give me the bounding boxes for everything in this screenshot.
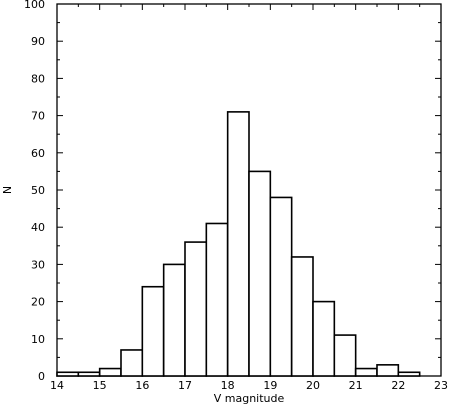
y-tick-label: 30 xyxy=(31,258,45,271)
y-tick-label: 90 xyxy=(31,35,45,48)
histogram-bar xyxy=(120,349,144,377)
x-tick-label: 16 xyxy=(135,379,149,392)
x-tick-label: 17 xyxy=(178,379,192,392)
histogram-bar xyxy=(162,263,186,377)
histogram-bar xyxy=(248,170,272,377)
y-tick-label: 80 xyxy=(31,72,45,85)
histogram-bar xyxy=(312,300,336,377)
histogram-bar xyxy=(77,371,101,377)
y-ticks-group: 0 10 20 30 40 50 60 70 80 90 100 xyxy=(24,0,441,383)
histogram-bar xyxy=(269,196,293,377)
x-tick-label: 23 xyxy=(434,379,448,392)
y-tick-label: 20 xyxy=(31,296,45,309)
y-tick-label: 100 xyxy=(24,0,45,11)
x-ticks-group: 14 15 16 17 18 19 20 21 22 23 xyxy=(50,4,448,392)
histogram-bar xyxy=(290,256,314,377)
x-tick-label: 19 xyxy=(263,379,277,392)
x-tick-label: 14 xyxy=(50,379,64,392)
x-axis-label: V magnitude xyxy=(214,392,285,404)
histogram-bar xyxy=(354,367,378,377)
histogram-bar xyxy=(376,364,400,377)
x-tick-label: 18 xyxy=(221,379,235,392)
histogram-bar xyxy=(184,241,208,377)
y-tick-label: 0 xyxy=(38,370,45,383)
bars-group xyxy=(56,111,421,377)
y-tick-label: 40 xyxy=(31,221,45,234)
y-axis-label: N xyxy=(1,186,14,194)
y-tick-label: 70 xyxy=(31,110,45,123)
x-tick-label: 15 xyxy=(93,379,107,392)
histogram-bar xyxy=(98,367,122,377)
x-tick-label: 21 xyxy=(349,379,363,392)
y-tick-label: 10 xyxy=(31,333,45,346)
y-tick-label: 60 xyxy=(31,147,45,160)
histogram-bar xyxy=(397,371,421,377)
histogram-bar xyxy=(333,334,357,377)
histogram-bar xyxy=(205,222,229,377)
histogram-bar xyxy=(141,285,165,377)
histogram-bar xyxy=(226,111,250,377)
y-tick-label: 50 xyxy=(31,184,45,197)
x-tick-label: 22 xyxy=(391,379,405,392)
x-tick-label: 20 xyxy=(306,379,320,392)
histogram-bar xyxy=(56,371,80,377)
